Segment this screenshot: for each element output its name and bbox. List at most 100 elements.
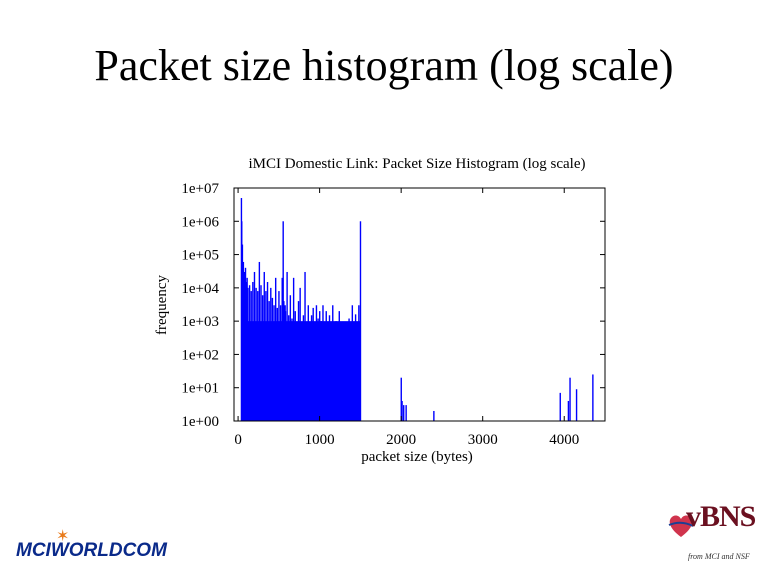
bar (302, 315, 305, 421)
bar (353, 322, 355, 421)
chart-title: iMCI Domestic Link: Packet Size Histogra… (248, 156, 585, 172)
bar (351, 305, 354, 421)
bar (333, 326, 336, 421)
bar (345, 324, 347, 421)
bar (305, 326, 308, 421)
mciworldcom-logo-text: MCIWORLDCOM (16, 540, 167, 561)
bar (315, 305, 318, 421)
bar (283, 301, 285, 421)
bar (245, 281, 248, 421)
bar (242, 261, 245, 421)
y-tick-label: 1e+04 (181, 281, 219, 297)
bar (310, 315, 313, 421)
bar (346, 326, 349, 421)
bar (592, 374, 594, 421)
y-tick-label: 1e+05 (181, 248, 219, 264)
star-icon: ✶ (56, 526, 70, 545)
bar (317, 318, 319, 421)
bar (335, 321, 337, 421)
bar (291, 318, 293, 421)
bar (559, 392, 561, 421)
vbns-logo-text: vBNS (686, 500, 756, 533)
bar (289, 295, 292, 421)
bar (286, 271, 288, 421)
bar (401, 400, 403, 421)
bar (354, 314, 357, 421)
x-tick-label: 4000 (549, 432, 579, 448)
bar (307, 305, 309, 421)
y-tick-label: 1e+06 (181, 214, 219, 230)
bar (288, 315, 290, 421)
bar (314, 328, 316, 421)
bar (261, 295, 264, 421)
bar (271, 297, 274, 421)
bar (276, 307, 279, 421)
bar (265, 291, 267, 421)
bar (340, 322, 342, 421)
bar (255, 287, 257, 421)
bars-layer (240, 198, 594, 421)
bar (322, 305, 324, 421)
x-axis-label: packet size (bytes) (361, 449, 473, 465)
bar (400, 377, 402, 421)
bar (327, 334, 329, 421)
y-tick-label: 1e+02 (181, 347, 219, 363)
plot-frame (233, 187, 606, 422)
bar (338, 311, 340, 421)
bar (244, 267, 247, 421)
bar (569, 377, 571, 421)
bar (312, 307, 314, 421)
bar (328, 315, 331, 421)
bar (359, 221, 362, 421)
bar (350, 331, 352, 421)
bar (284, 311, 287, 421)
bar (309, 331, 311, 421)
x-tick-label: 2000 (386, 432, 416, 448)
bar (279, 305, 282, 421)
x-tick-label: 0 (234, 432, 242, 448)
x-tick-label: 3000 (468, 432, 498, 448)
y-tick-label: 1e+03 (181, 314, 219, 330)
ticks-layer: 0 1000 2000 3000 4000 1e+00 1e+01 1e+02 1e+03 1e+… (181, 181, 605, 448)
bar (341, 328, 344, 421)
bar (348, 318, 350, 421)
bar (273, 305, 275, 421)
bar (292, 277, 295, 421)
bar (343, 334, 345, 421)
slide-title: Packet size histogram (log scale) (94, 41, 674, 90)
y-axis-label: frequency (154, 275, 170, 335)
bar (294, 311, 296, 421)
bar (248, 285, 251, 421)
bar (320, 321, 323, 421)
bar (243, 271, 246, 421)
heart-icon (668, 515, 694, 537)
bar (319, 311, 321, 421)
bar (336, 331, 339, 421)
y-tick-label: 1e+01 (181, 381, 219, 397)
bar (325, 311, 327, 421)
bar (301, 322, 303, 421)
y-tick-label: 1e+07 (181, 181, 219, 197)
bar (358, 305, 360, 421)
bar (281, 277, 283, 421)
bar (258, 261, 261, 421)
bar (304, 271, 306, 421)
bar (246, 277, 248, 421)
bar (266, 281, 269, 421)
bar (263, 271, 265, 421)
bar (356, 328, 358, 421)
bar (403, 405, 405, 421)
bar (567, 400, 570, 421)
x-tick-label: 1000 (305, 432, 335, 448)
mciworldcom-logo: ✶ MCIWORLDCOM (16, 526, 216, 564)
bar (274, 277, 277, 421)
y-tick-label: 1e+00 (181, 414, 219, 430)
bar (575, 389, 578, 421)
bar (250, 291, 252, 421)
bar (296, 324, 298, 421)
vbns-logo: vBNS from MCI and NSF (666, 496, 756, 568)
bar (270, 287, 272, 421)
bar (405, 405, 407, 421)
bar (330, 328, 332, 421)
